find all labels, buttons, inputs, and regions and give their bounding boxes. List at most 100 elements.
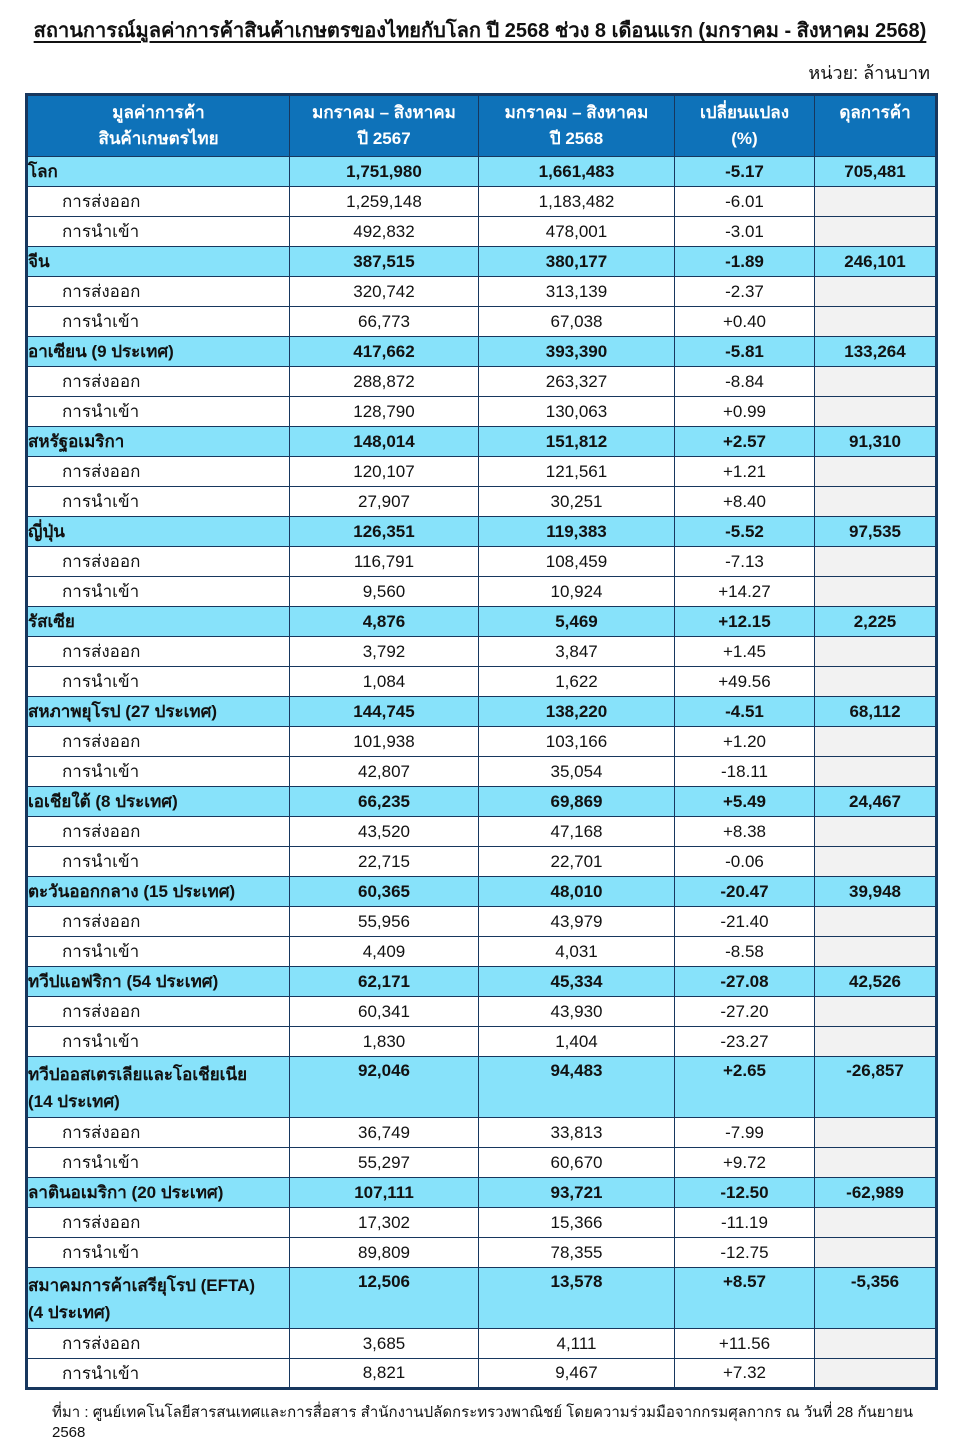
import-row: การนำเข้า 9,560 10,924 +14.27 (26, 576, 937, 607)
cell-export-change: -6.01 (674, 186, 815, 217)
cell-export-change: +1.45 (674, 636, 815, 667)
cell-import-change: +7.32 (674, 1358, 815, 1389)
page-title: สถานการณ์มูลค่าการค้าสินค้าเกษตรของไทยกั… (33, 20, 927, 42)
cell-export-2567: 120,107 (289, 456, 479, 487)
region-name-line1: ญี่ปุ่น (28, 522, 65, 541)
cell-import-change: +0.40 (674, 306, 815, 337)
region-row: จีน 387,515 380,177 -1.89 246,101 (26, 246, 937, 277)
cell-trade-balance: -62,989 (814, 1177, 937, 1208)
cell-import-2567: 128,790 (289, 396, 479, 427)
cell-import-change: -8.58 (674, 936, 815, 967)
region-row: ตะวันออกกลาง (15 ประเทศ) 60,365 48,010 -20.… (26, 876, 937, 907)
cell-import-change: -12.75 (674, 1237, 815, 1268)
cell-export-2567: 43,520 (289, 816, 479, 847)
cell-balance-empty (814, 1117, 937, 1148)
header-line2: สินค้าเกษตรไทย (98, 129, 219, 148)
cell-export-2568: 47,168 (478, 816, 675, 847)
cell-trade-balance: 705,481 (814, 156, 937, 187)
region-name-line1: ทวีปออสเตรเลียและโอเชียเนีย (28, 1065, 248, 1084)
cell-export-2568: 103,166 (478, 726, 675, 757)
cell-import-change: -23.27 (674, 1026, 815, 1057)
cell-export-change: -11.19 (674, 1207, 815, 1238)
cell-total-2567: 387,515 (289, 246, 479, 277)
import-row: การนำเข้า 8,821 9,467 +7.32 (26, 1358, 937, 1389)
cell-balance-empty (814, 1237, 937, 1268)
header-trade-value: มูลค่าการค้า สินค้าเกษตรไทย (26, 94, 290, 157)
cell-region-label: จีน (26, 246, 290, 277)
cell-import-2567: 1,830 (289, 1026, 479, 1057)
cell-export-label: การส่งออก (26, 366, 290, 397)
cell-total-2567: 107,111 (289, 1177, 479, 1208)
cell-balance-empty (814, 216, 937, 247)
cell-total-2567: 126,351 (289, 516, 479, 547)
table-header: มูลค่าการค้า สินค้าเกษตรไทย มกราคม – สิง… (26, 94, 937, 157)
cell-balance-empty (814, 276, 937, 307)
cell-import-label: การนำเข้า (26, 1147, 290, 1178)
cell-balance-empty (814, 306, 937, 337)
cell-trade-balance: 133,264 (814, 336, 937, 367)
cell-trade-balance: 2,225 (814, 606, 937, 637)
cell-total-change: +5.49 (674, 786, 815, 817)
cell-balance-empty (814, 186, 937, 217)
cell-export-change: -7.99 (674, 1117, 815, 1148)
cell-import-change: -3.01 (674, 216, 815, 247)
cell-balance-empty (814, 1207, 937, 1238)
cell-export-2567: 320,742 (289, 276, 479, 307)
cell-export-change: -8.84 (674, 366, 815, 397)
cell-import-2567: 1,084 (289, 666, 479, 697)
cell-export-2567: 116,791 (289, 546, 479, 577)
cell-total-2568: 393,390 (478, 336, 675, 367)
cell-total-2568: 5,469 (478, 606, 675, 637)
cell-export-2567: 36,749 (289, 1117, 479, 1148)
cell-import-2567: 8,821 (289, 1358, 479, 1389)
cell-balance-empty (814, 636, 937, 667)
cell-total-2567: 62,171 (289, 966, 479, 997)
cell-import-2567: 9,560 (289, 576, 479, 607)
cell-import-change: -18.11 (674, 756, 815, 787)
cell-trade-balance: -26,857 (814, 1056, 937, 1118)
header-line2: (%) (731, 129, 758, 148)
cell-region-label: ทวีปแอฟริกา (54 ประเทศ) (26, 966, 290, 997)
import-row: การนำเข้า 128,790 130,063 +0.99 (26, 396, 937, 427)
cell-total-2567: 417,662 (289, 336, 479, 367)
cell-balance-empty (814, 846, 937, 877)
cell-region-label: ตะวันออกกลาง (15 ประเทศ) (26, 876, 290, 907)
import-row: การนำเข้า 66,773 67,038 +0.40 (26, 306, 937, 337)
header-line2 (815, 126, 935, 152)
cell-region-label: สหรัฐอเมริกา (26, 426, 290, 457)
cell-export-2568: 121,561 (478, 456, 675, 487)
region-name-line1: รัสเซีย (28, 612, 75, 631)
cell-trade-balance: 42,526 (814, 966, 937, 997)
cell-import-label: การนำเข้า (26, 846, 290, 877)
trade-table: มูลค่าการค้า สินค้าเกษตรไทย มกราคม – สิง… (25, 93, 938, 1390)
header-line2: ปี 2568 (549, 129, 604, 148)
cell-export-2568: 43,930 (478, 996, 675, 1027)
import-row: การนำเข้า 22,715 22,701 -0.06 (26, 846, 937, 877)
region-name-line1: โลก (28, 162, 58, 181)
cell-export-2567: 17,302 (289, 1207, 479, 1238)
cell-export-2568: 15,366 (478, 1207, 675, 1238)
cell-import-label: การนำเข้า (26, 666, 290, 697)
export-row: การส่งออก 120,107 121,561 +1.21 (26, 456, 937, 487)
export-row: การส่งออก 320,742 313,139 -2.37 (26, 276, 937, 307)
header-jan-aug-2567: มกราคม – สิงหาคม ปี 2567 (289, 94, 479, 157)
cell-balance-empty (814, 726, 937, 757)
cell-import-change: +49.56 (674, 666, 815, 697)
cell-import-2568: 60,670 (478, 1147, 675, 1178)
cell-total-change: +2.65 (674, 1056, 815, 1118)
cell-import-label: การนำเข้า (26, 1237, 290, 1268)
region-row: ญี่ปุ่น 126,351 119,383 -5.52 97,535 (26, 516, 937, 547)
cell-total-change: -1.89 (674, 246, 815, 277)
cell-balance-empty (814, 1026, 937, 1057)
cell-import-2567: 66,773 (289, 306, 479, 337)
cell-import-2567: 4,409 (289, 936, 479, 967)
cell-balance-empty (814, 456, 937, 487)
cell-total-change: -5.52 (674, 516, 815, 547)
cell-import-label: การนำเข้า (26, 216, 290, 247)
export-row: การส่งออก 101,938 103,166 +1.20 (26, 726, 937, 757)
cell-total-change: -20.47 (674, 876, 815, 907)
cell-export-2568: 33,813 (478, 1117, 675, 1148)
cell-total-2567: 66,235 (289, 786, 479, 817)
cell-trade-balance: 39,948 (814, 876, 937, 907)
cell-balance-empty (814, 996, 937, 1027)
